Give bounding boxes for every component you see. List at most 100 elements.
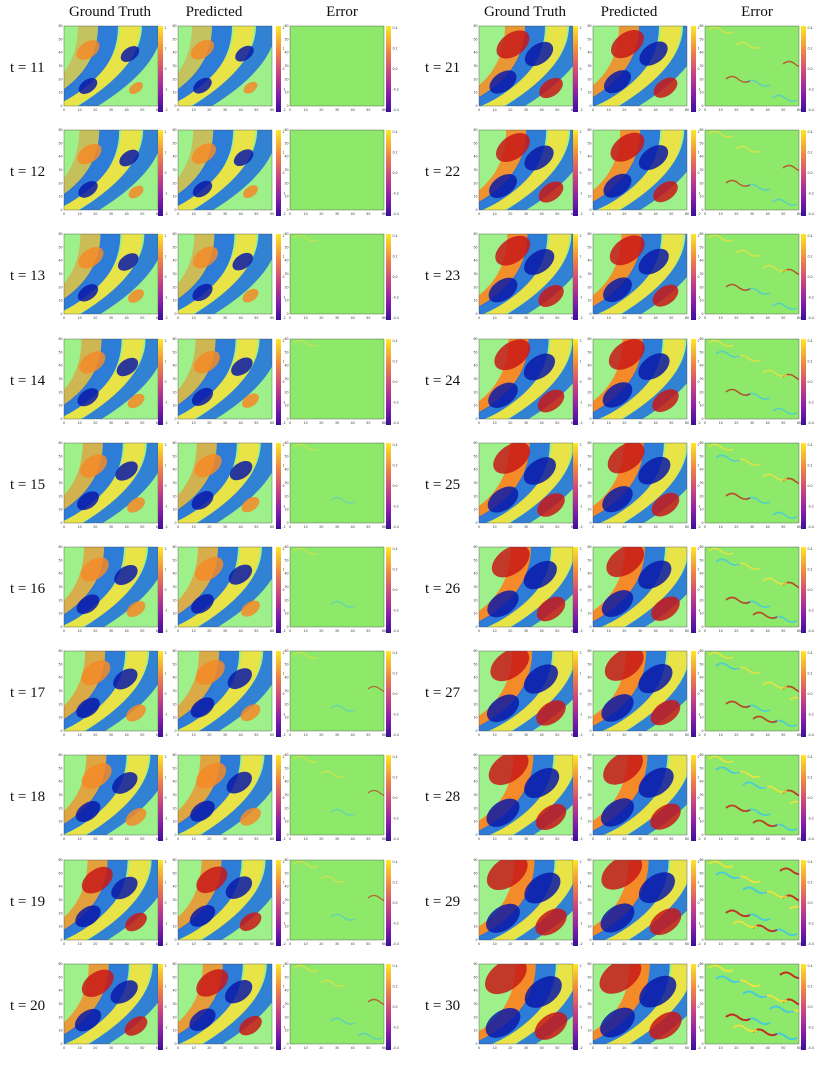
x-tick-label: 20: [622, 316, 626, 320]
y-tick-label: 20: [284, 598, 288, 602]
y-tick-label: 0: [589, 938, 591, 942]
x-tick-label: 40: [766, 525, 770, 529]
error-streak: [708, 860, 734, 868]
colorbar-tick-label: -2: [580, 316, 583, 320]
x-tick-label: 40: [125, 316, 129, 320]
y-tick-label: 0: [589, 521, 591, 525]
y-tick-label: 50: [172, 246, 176, 250]
y-tick-label: 50: [284, 454, 288, 458]
colorbar-tick-label: 1: [165, 880, 167, 884]
x-tick-label: 20: [93, 733, 97, 737]
vortex-blob: [485, 1007, 521, 1038]
x-tick-label: 60: [797, 108, 801, 112]
y-tick-label: 10: [699, 403, 703, 407]
plot-frame: [592, 755, 688, 836]
colorbar-tick-label: 0.2: [808, 672, 813, 676]
colorbar: [691, 26, 696, 112]
x-tick-label: 30: [335, 1046, 339, 1050]
x-tick-label: 20: [93, 837, 97, 841]
plot-frame: [177, 338, 273, 419]
colorbar-tick-label: -0.4: [393, 525, 399, 529]
y-tick-label: 10: [699, 1028, 703, 1032]
colorbar-tick-label: -0.2: [808, 88, 814, 92]
y-tick-label: 10: [58, 1028, 62, 1032]
y-tick-label: 20: [58, 911, 62, 915]
error-streak: [762, 473, 788, 481]
colorbar-tick-label: -1: [283, 1025, 286, 1029]
vortex-blob: [110, 980, 138, 1004]
x-tick-label: 0: [592, 316, 594, 320]
predicted-panel: 0 0 10 10 20 20 30 30 40 40 50 50 60 60: [172, 24, 276, 112]
colorbar-tick-label: -0.4: [393, 421, 399, 425]
x-tick-label: 40: [239, 108, 243, 112]
x-tick-label: 10: [78, 942, 82, 946]
y-tick-label: 20: [172, 77, 176, 81]
vortex-blob: [192, 284, 213, 302]
error-streak: [293, 756, 319, 764]
vortex-blob: [229, 460, 253, 481]
x-tick-label: 40: [766, 108, 770, 112]
colorbar-tick-label: -1: [283, 400, 286, 404]
y-tick-label: 60: [172, 232, 176, 236]
y-tick-label: 40: [473, 363, 477, 367]
predicted-panel: 0 0 10 10 20 20 30 30 40 40 50 50 60 60: [172, 649, 276, 737]
colorbar: [158, 338, 163, 425]
field-band: [64, 442, 145, 523]
colorbar-ticks: 210-1-2: [580, 130, 583, 216]
y-tick-label: 40: [587, 363, 591, 367]
vortex-blob: [599, 963, 642, 994]
colorbar-tick-label: 0.2: [808, 776, 813, 780]
colorbar-tick-label: 0: [283, 380, 285, 384]
x-tick-label: 40: [351, 421, 355, 425]
y-tick-label: 60: [284, 232, 288, 236]
y-tick-label: 20: [699, 911, 703, 915]
x-tick-label: 10: [192, 942, 196, 946]
column-header-ground-truth: Ground Truth: [483, 4, 567, 20]
timestep-label: t = 19: [10, 893, 46, 910]
colorbar-tick-label: -2: [580, 421, 583, 425]
colorbar-tick-label: -2: [698, 108, 701, 112]
colorbar-tick-label: 0.2: [808, 359, 813, 363]
y-tick-label: 0: [174, 208, 176, 212]
error-streak: [725, 700, 751, 709]
colorbar: [573, 26, 578, 112]
x-tick-label: 30: [109, 525, 113, 529]
colorbar-tick-label: 0.2: [393, 672, 398, 676]
colorbar-tick-label: 0.0: [808, 588, 813, 592]
y-tick-label: 60: [699, 962, 703, 966]
colorbar: [158, 442, 163, 529]
y-tick-label: 20: [172, 911, 176, 915]
y-tick-label: 60: [587, 337, 591, 341]
colorbar-tick-label: 0: [580, 275, 582, 279]
error-panel: 0 0 10 10 20 20 30 30 40 40 50 50 60 60: [284, 753, 388, 841]
x-tick-label: 10: [78, 212, 82, 216]
x-tick-label: 20: [207, 837, 211, 841]
plot-frame: [704, 755, 800, 836]
vortex-blob: [638, 249, 669, 276]
x-tick-label: 40: [766, 629, 770, 633]
predicted-panel: 0 0 10 10 20 20 30 30 40 40 50 50 60 60: [172, 753, 276, 841]
vortex-blob: [74, 1008, 102, 1032]
x-tick-label: 50: [140, 629, 144, 633]
x-tick-label: 40: [766, 942, 770, 946]
x-tick-label: 30: [750, 421, 754, 425]
error-streak: [330, 809, 356, 817]
vortex-blob: [524, 768, 560, 799]
x-tick-label: 50: [555, 525, 559, 529]
colorbar-tick-label: 0: [283, 275, 285, 279]
vortex-blob: [607, 442, 645, 474]
y-tick-label: 30: [587, 689, 591, 693]
vortex-blob: [601, 859, 643, 890]
vortex-blob: [78, 181, 98, 198]
vortex-blob: [638, 664, 673, 694]
timestep-label: t = 13: [10, 268, 46, 285]
field-band: [178, 442, 259, 523]
y-tick-label: 50: [58, 975, 62, 979]
colorbar-ticks: 210-1-2: [283, 130, 286, 216]
plot-frame: [704, 234, 800, 315]
y-tick-label: 20: [172, 703, 176, 707]
colorbar-tick-label: -1: [580, 504, 583, 508]
